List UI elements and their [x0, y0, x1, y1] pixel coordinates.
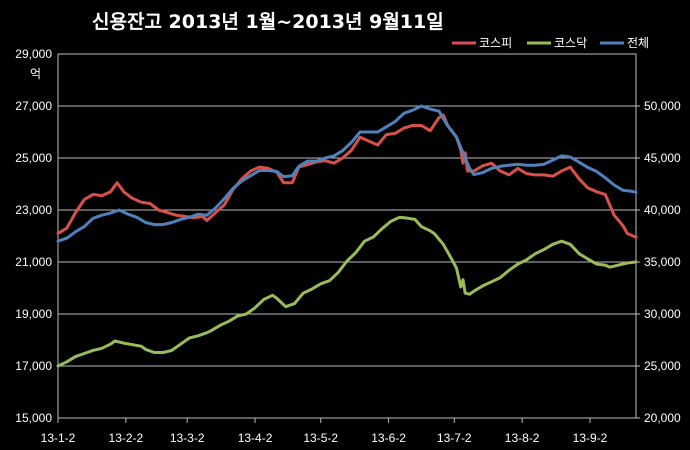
x-tick-label: 13-1-2 [41, 431, 76, 445]
legend-label: 코스피 [479, 36, 512, 50]
left-y-axis: 15,000 17,000 19,000 21,000 23,000 25,000 27,0… [15, 47, 52, 425]
x-tick-label: 13-9-2 [573, 431, 608, 445]
right-y-axis: 20,000 25,000 30,000 35,000 40,000 45,000 50,0… [636, 99, 681, 425]
right-tick-label: 20,000 [644, 411, 681, 425]
x-axis: 13-1-2 13-2-2 13-3-2 13-4-2 13-5-2 13-6-2 13-7… [41, 418, 608, 445]
left-tick-label: 23,000 [15, 203, 52, 217]
x-tick-label: 13-5-2 [303, 431, 338, 445]
x-tick-label: 13-7-2 [437, 431, 472, 445]
right-tick-label: 40,000 [644, 203, 681, 217]
legend: 코스피 코스닥 전체 [452, 36, 649, 50]
x-tick-label: 13-2-2 [109, 431, 144, 445]
left-tick-label: 21,000 [15, 255, 52, 269]
legend-label: 전체 [627, 36, 649, 50]
x-tick-label: 13-6-2 [371, 431, 406, 445]
left-axis-unit: 억 [30, 67, 41, 81]
right-tick-label: 25,000 [644, 359, 681, 373]
right-tick-label: 45,000 [644, 151, 681, 165]
chart-title: 신용잔고 2013년 1월~2013년 9월11일 [92, 11, 444, 33]
left-tick-label: 27,000 [15, 99, 52, 113]
left-tick-label: 25,000 [15, 151, 52, 165]
right-tick-label: 50,000 [644, 99, 681, 113]
left-tick-label: 29,000 [15, 47, 52, 61]
series-line-코스닥 [56, 215, 638, 368]
x-tick-label: 13-3-2 [170, 431, 205, 445]
series-line-코스피 [56, 113, 638, 239]
left-tick-label: 19,000 [15, 307, 52, 321]
x-tick-label: 13-4-2 [238, 431, 273, 445]
left-tick-label: 17,000 [15, 359, 52, 373]
series-lines [56, 104, 638, 368]
x-tick-label: 13-8-2 [505, 431, 540, 445]
legend-label: 코스닥 [554, 36, 587, 50]
plot-area [57, 53, 637, 419]
right-tick-label: 30,000 [644, 307, 681, 321]
series-line-전체 [56, 104, 638, 243]
left-tick-label: 15,000 [15, 411, 52, 425]
right-tick-label: 35,000 [644, 255, 681, 269]
